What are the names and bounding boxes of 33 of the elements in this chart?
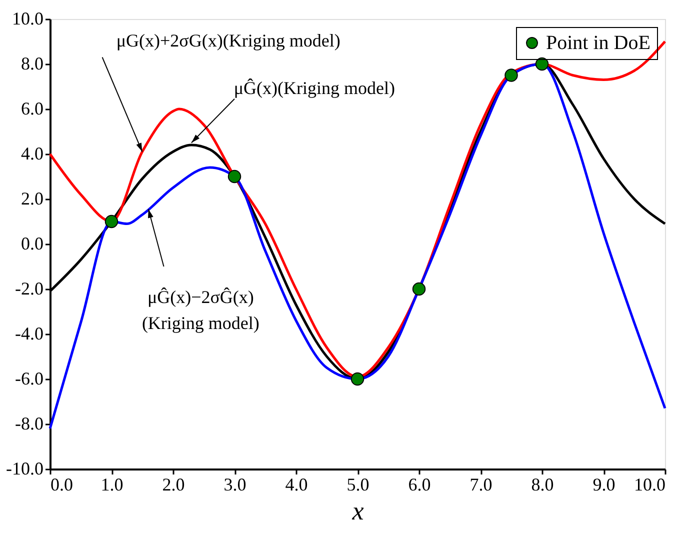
point (535, 57, 549, 71)
y-tick-label: 2.0 (21, 188, 44, 208)
y-tick-label: -6.0 (15, 368, 44, 388)
x-tick-label: 4.0 (285, 474, 308, 494)
point (104, 214, 118, 228)
y-tick-label: -10.0 (6, 458, 44, 478)
x-tick-label: 9.0 (592, 474, 616, 494)
y-tick-label: 0.0 (21, 234, 44, 254)
point (412, 282, 426, 296)
legend-label: Point in DoE (546, 32, 650, 54)
y-tick-label: 4.0 (21, 144, 44, 164)
y-tick-label: -4.0 (15, 324, 44, 344)
point (350, 372, 364, 386)
y-tick-label: -8.0 (15, 414, 44, 434)
point (228, 170, 242, 184)
x-tick-label: 2.0 (162, 474, 185, 494)
y-tick-label: 10.0 (12, 8, 44, 28)
annotation: μĜ(x)(Kriging model) (234, 78, 396, 98)
y-tick-label: 6.0 (21, 98, 44, 118)
annotation: μĜ(x)−2σĜ(x) (Kriging model) (142, 287, 260, 333)
x-tick-label: 7.0 (470, 474, 492, 494)
x-tick-label: 6.0 (408, 474, 431, 494)
x-tick-label: 0.0 (50, 474, 73, 494)
x-axis-title: x (351, 496, 364, 526)
x-tick-label: 8.0 (531, 474, 554, 494)
y-tick-label: 8.0 (21, 54, 44, 74)
x-tick-label: 3.0 (224, 474, 246, 494)
x-tick-label: 5.0 (346, 474, 370, 494)
point (504, 68, 518, 82)
x-tick-label: 10.0 (634, 474, 666, 494)
y-tick-label: -2.0 (15, 278, 44, 298)
annotation: μG(x)+2σG(x)(Kriging model) (116, 30, 340, 50)
x-tick-label: 1.0 (100, 474, 124, 494)
